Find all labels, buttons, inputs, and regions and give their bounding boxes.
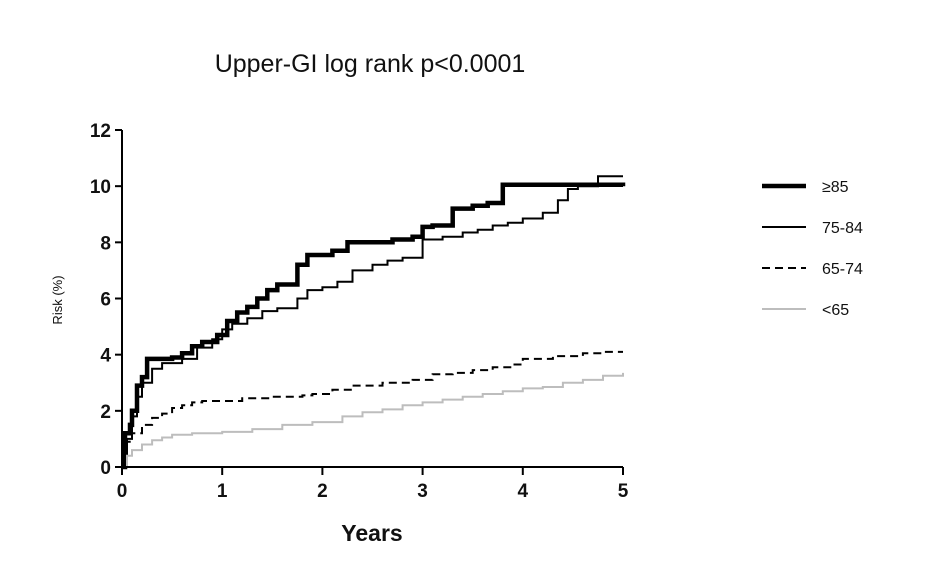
y-tick-label: 10 (90, 177, 111, 198)
x-tick-label: 3 (417, 481, 428, 502)
x-tick-label: 1 (217, 481, 228, 502)
legend-label-1: ≥85 (822, 179, 849, 196)
x-tick-label: 4 (518, 481, 529, 502)
y-tick-label: 4 (100, 346, 111, 367)
x-axis-label: Years (341, 520, 402, 546)
legend-label-4: <65 (822, 302, 849, 319)
y-tick-label: 2 (100, 402, 111, 423)
series-line-3 (122, 350, 623, 468)
y-tick-label: 8 (100, 233, 111, 254)
x-tick-label: 2 (317, 481, 328, 502)
y-tick-label: 0 (100, 458, 111, 479)
x-tick-label: 5 (618, 481, 629, 502)
legend: ≥85 75-84 65-74 <65 (762, 179, 863, 319)
legend-label-2: 75-84 (822, 220, 863, 237)
series-line-4 (122, 372, 624, 468)
y-axis-label: Risk (%) (50, 275, 65, 324)
series-line-2 (122, 175, 623, 460)
y-tick-label: 12 (90, 121, 111, 142)
series-layer (122, 175, 626, 470)
chart-title: Upper-GI log rank p<0.0001 (215, 50, 526, 78)
legend-label-3: 65-74 (822, 261, 863, 278)
x-ticks: 0 1 2 3 4 5 (117, 467, 629, 502)
y-ticks: 0 2 4 6 8 10 12 (90, 121, 122, 479)
x-tick-label: 0 (117, 481, 128, 502)
series-line-1 (122, 182, 626, 470)
y-tick-label: 6 (100, 290, 111, 311)
